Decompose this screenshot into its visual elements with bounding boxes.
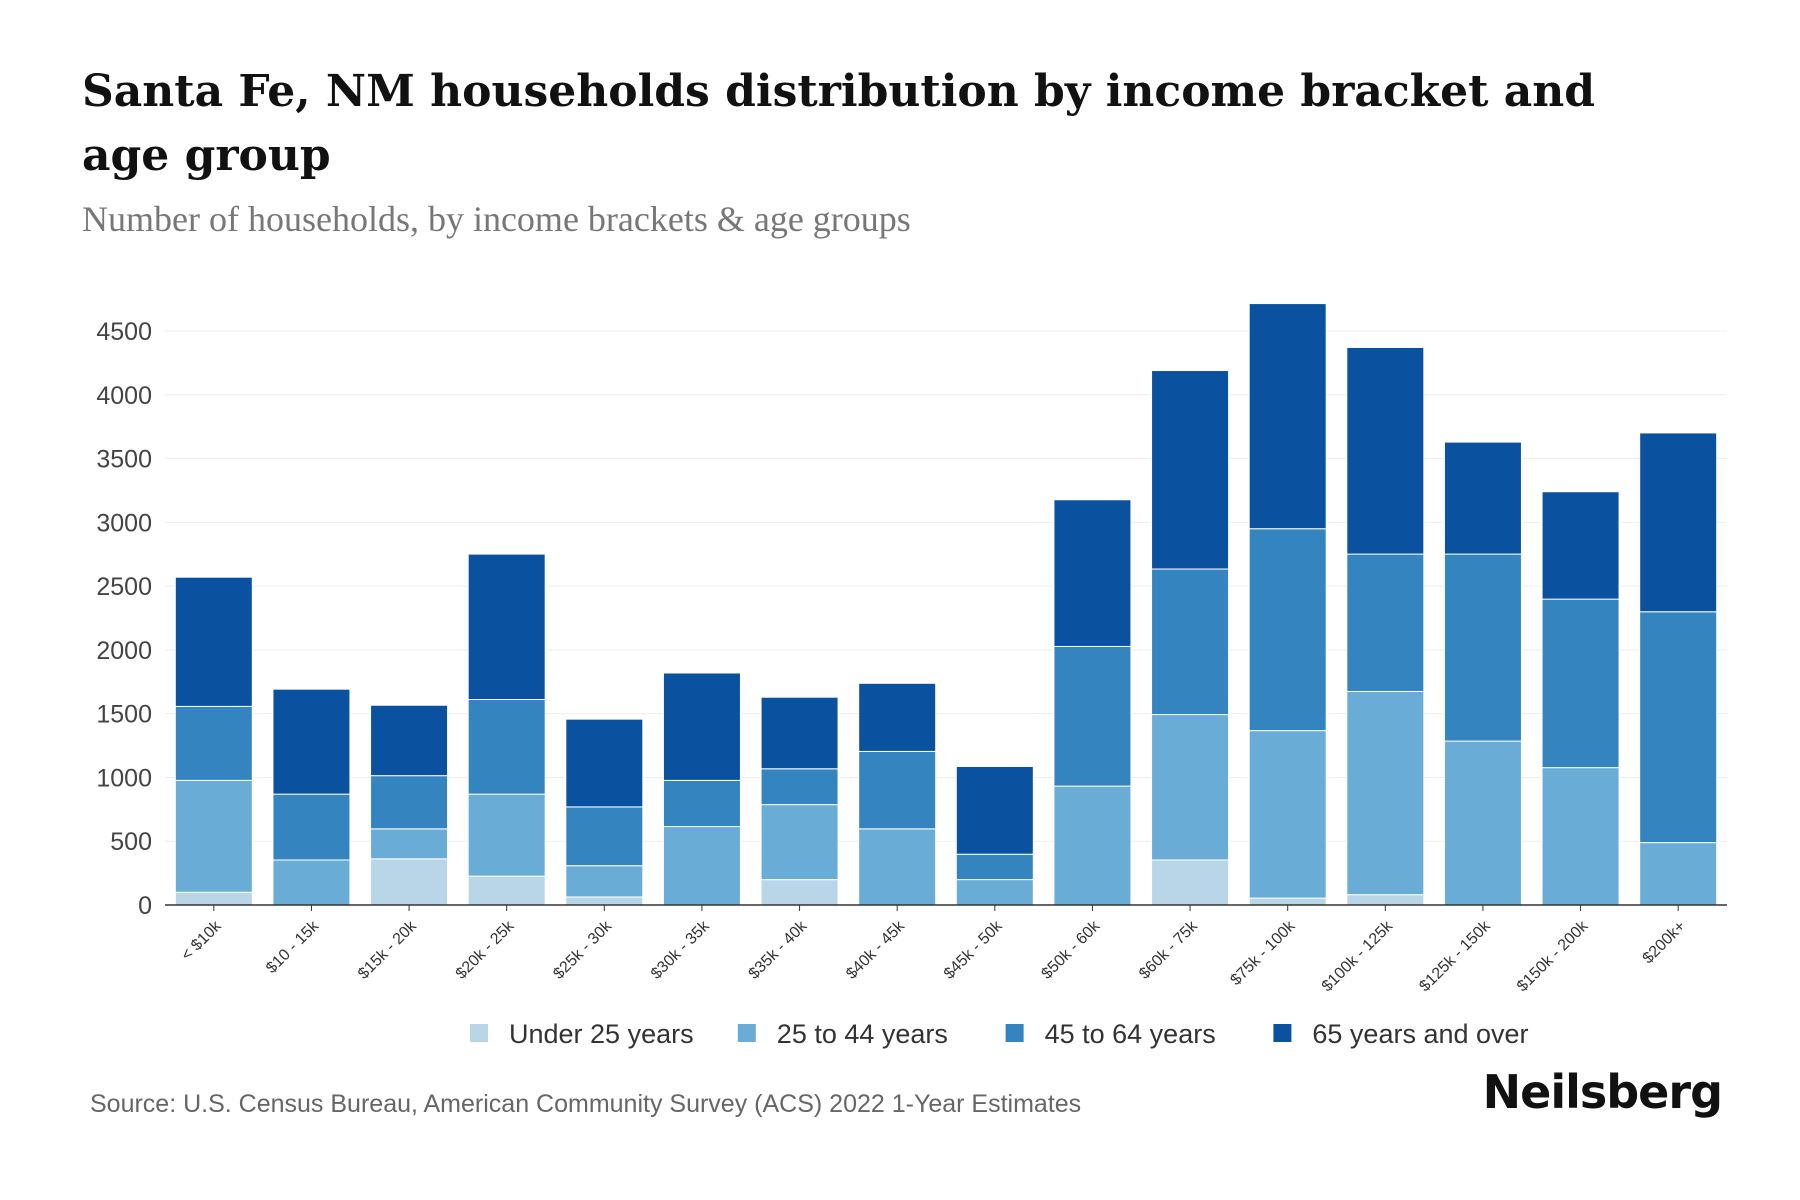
bar-segment	[1541, 767, 1620, 906]
bar-segment	[662, 779, 741, 828]
bar-segment	[467, 553, 546, 701]
legend-label: Under 25 years	[509, 1019, 694, 1049]
bar-segment	[565, 718, 644, 808]
bar-segment	[565, 865, 644, 898]
x-tick-label: $150k - 200k	[1514, 917, 1592, 995]
x-tick-label: $125k - 150k	[1416, 917, 1494, 995]
bar-segment	[174, 779, 253, 893]
bar-segment	[1639, 842, 1718, 906]
x-tick-label: $15k - 20k	[355, 917, 421, 983]
bar-segment	[467, 699, 546, 795]
bar-segment	[1151, 714, 1230, 861]
bar-segment	[760, 879, 839, 906]
chart-title: Santa Fe, NM households distribution by …	[82, 66, 1596, 181]
bar-segment	[1541, 598, 1620, 769]
bar-segment	[272, 793, 351, 861]
legend-swatch	[1273, 1024, 1292, 1042]
y-tick-label: 1500	[96, 701, 152, 729]
bar-segment	[1053, 645, 1132, 787]
bar-segment	[1639, 611, 1718, 844]
x-tick-label: $45k - 50k	[941, 917, 1007, 983]
bar-segment	[370, 704, 449, 777]
bar-segment	[1541, 491, 1620, 600]
y-tick-label: 2500	[96, 573, 152, 601]
bar-segment	[1639, 432, 1718, 613]
bar-segment	[565, 806, 644, 867]
legend-label: 25 to 44 years	[777, 1019, 948, 1049]
bar-segment	[1151, 370, 1230, 570]
bar-segment	[1346, 690, 1425, 896]
bar-segment	[370, 775, 449, 830]
bar-segment	[955, 765, 1034, 855]
x-tick-label: $60k - 75k	[1136, 917, 1202, 983]
bar-segment	[1443, 553, 1522, 742]
bar-segment	[662, 672, 741, 781]
bar-segment	[1248, 897, 1327, 906]
bar-segment	[174, 576, 253, 707]
x-tick-label: $40k - 45k	[843, 917, 909, 983]
bar-segment	[272, 688, 351, 795]
bar-segment	[955, 879, 1034, 906]
bar-segment	[1248, 730, 1327, 899]
bar-segment	[760, 804, 839, 881]
bar-segment	[1053, 499, 1132, 647]
bar-segment	[1346, 894, 1425, 906]
bar-segment	[174, 891, 253, 906]
bar-segment	[1053, 785, 1132, 906]
bar-segment	[565, 896, 644, 906]
y-tick-label: 1000	[96, 764, 152, 792]
y-tick-label: 3000	[96, 509, 152, 537]
bar-segment	[760, 768, 839, 806]
bar-segment	[467, 793, 546, 877]
x-tick-label: $35k - 40k	[746, 917, 812, 983]
y-tick-label: 0	[138, 892, 152, 920]
bar-segment	[1443, 441, 1522, 555]
bar-segment	[1443, 740, 1522, 906]
chart-subtitle: Number of households, by income brackets…	[82, 199, 911, 239]
x-tick-label: $25k - 30k	[550, 917, 616, 983]
y-tick-label: 2000	[96, 637, 152, 665]
bar-segment	[858, 750, 937, 830]
x-tick-label: $50k - 60k	[1038, 917, 1104, 983]
bar-segment	[760, 696, 839, 770]
bar-segment	[1346, 553, 1425, 692]
bar-segment	[272, 859, 351, 906]
y-tick-label: 500	[110, 828, 152, 856]
x-tick-label: $10 - 15k	[263, 917, 323, 977]
legend-label: 65 years and over	[1312, 1019, 1528, 1049]
neilsberg-logo: Neilsberg	[1482, 1065, 1723, 1119]
bar-segment	[1248, 528, 1327, 732]
bar-segment	[370, 828, 449, 860]
y-tick-label: 3500	[96, 446, 152, 474]
bar-segment	[955, 853, 1034, 881]
x-tick-label: $200k+	[1640, 918, 1689, 967]
bar-segment	[662, 826, 741, 906]
y-tick-label: 4000	[96, 382, 152, 410]
bar-segment	[1248, 303, 1327, 530]
legend-label: 45 to 64 years	[1045, 1019, 1216, 1049]
legend-swatch	[470, 1024, 488, 1042]
bar-segment	[174, 705, 253, 781]
legend-swatch	[1005, 1024, 1024, 1042]
x-tick-label: $100k - 125k	[1319, 917, 1397, 995]
bar-segment	[1346, 346, 1425, 555]
x-tick-label: $20k - 25k	[453, 917, 519, 983]
x-tick-label: $30k - 35k	[648, 917, 714, 983]
bar-segment	[370, 858, 449, 906]
bar-segment	[858, 682, 937, 752]
bar-segment	[467, 875, 546, 906]
legend-swatch	[737, 1024, 756, 1042]
y-tick-label: 4500	[96, 318, 152, 346]
bar-segment	[1151, 568, 1230, 716]
source-note: Source: U.S. Census Bureau, American Com…	[90, 1090, 1082, 1118]
x-tick-label: < $10k	[178, 917, 225, 964]
x-tick-label: $75k - 100k	[1227, 917, 1299, 989]
bar-segment	[858, 828, 937, 906]
bar-segment	[1151, 859, 1230, 906]
